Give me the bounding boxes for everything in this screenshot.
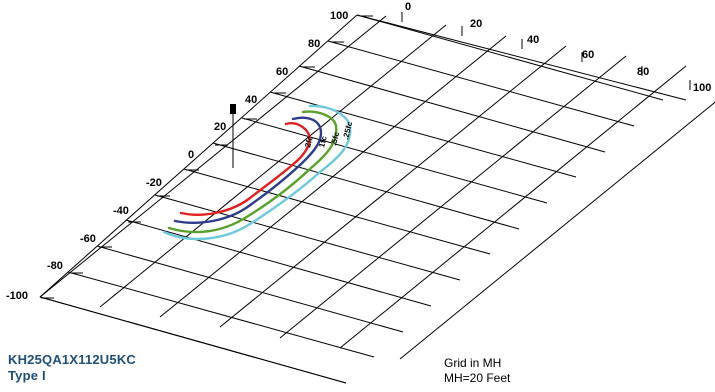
x-tick-label: 100 [693, 82, 711, 94]
grid-line [125, 219, 432, 307]
left-ticks [41, 15, 373, 299]
contour-25fc [162, 104, 352, 241]
grid-line [154, 194, 461, 281]
mounting-height-label: MH=20 Feet [444, 371, 511, 385]
grid-line [96, 245, 404, 333]
y-tick-label: 20 [214, 121, 226, 133]
y-tick-label: -20 [146, 177, 162, 189]
left-edge [39, 14, 358, 298]
contour-label-5fc: .5fc [329, 130, 341, 146]
catalog-number: KH25QA1X112U5KC [8, 352, 137, 367]
top-ticks [401, 12, 691, 90]
grid-line [279, 55, 627, 339]
grid-line [39, 15, 387, 298]
grid-line [327, 40, 635, 127]
x-tick-label: 60 [582, 49, 594, 61]
bottom-edge [39, 296, 347, 384]
luminaire-marker [230, 104, 236, 114]
contour-label-25fc: .25fc [341, 120, 354, 140]
grid-line [219, 45, 567, 328]
grid-line [99, 24, 447, 308]
contour-label-2fc: 2fc [303, 135, 315, 149]
grid-line [212, 142, 520, 230]
contour-1fc [173, 116, 323, 224]
contour-label-1fc: 1fc [317, 135, 329, 149]
fixture-type: Type I [8, 368, 46, 383]
contour-5fc [167, 110, 338, 234]
grid-line [241, 117, 548, 204]
grid-frame [39, 14, 687, 384]
grid-unit-label: Grid in MH [444, 356, 502, 370]
pole [230, 104, 236, 168]
grid-line [399, 101, 715, 360]
y-tick-label: 40 [245, 94, 257, 106]
x-tick-label: 0 [405, 1, 411, 13]
y-tick-label: 0 [188, 149, 194, 161]
top-edge [356, 14, 687, 101]
y-tick-label: 80 [308, 38, 320, 50]
grid-line [183, 168, 491, 255]
x-tick-label: 80 [637, 66, 649, 78]
contours [162, 104, 352, 241]
grid-line [356, 14, 664, 101]
y-tick-label: -80 [47, 260, 63, 272]
grid-line [298, 65, 606, 153]
y-tick-label: 100 [330, 10, 348, 22]
grid-line [339, 65, 687, 349]
y-tick-label: 60 [276, 66, 288, 78]
y-tick-label: -40 [113, 205, 129, 217]
grid-line [67, 271, 375, 358]
x-tick-label: 20 [470, 18, 482, 30]
x-tick-label: 40 [527, 34, 539, 46]
grid [39, 14, 715, 384]
y-tick-label: -100 [6, 290, 28, 302]
contour-2fc [179, 122, 311, 216]
y-tick-label: -60 [80, 233, 96, 245]
